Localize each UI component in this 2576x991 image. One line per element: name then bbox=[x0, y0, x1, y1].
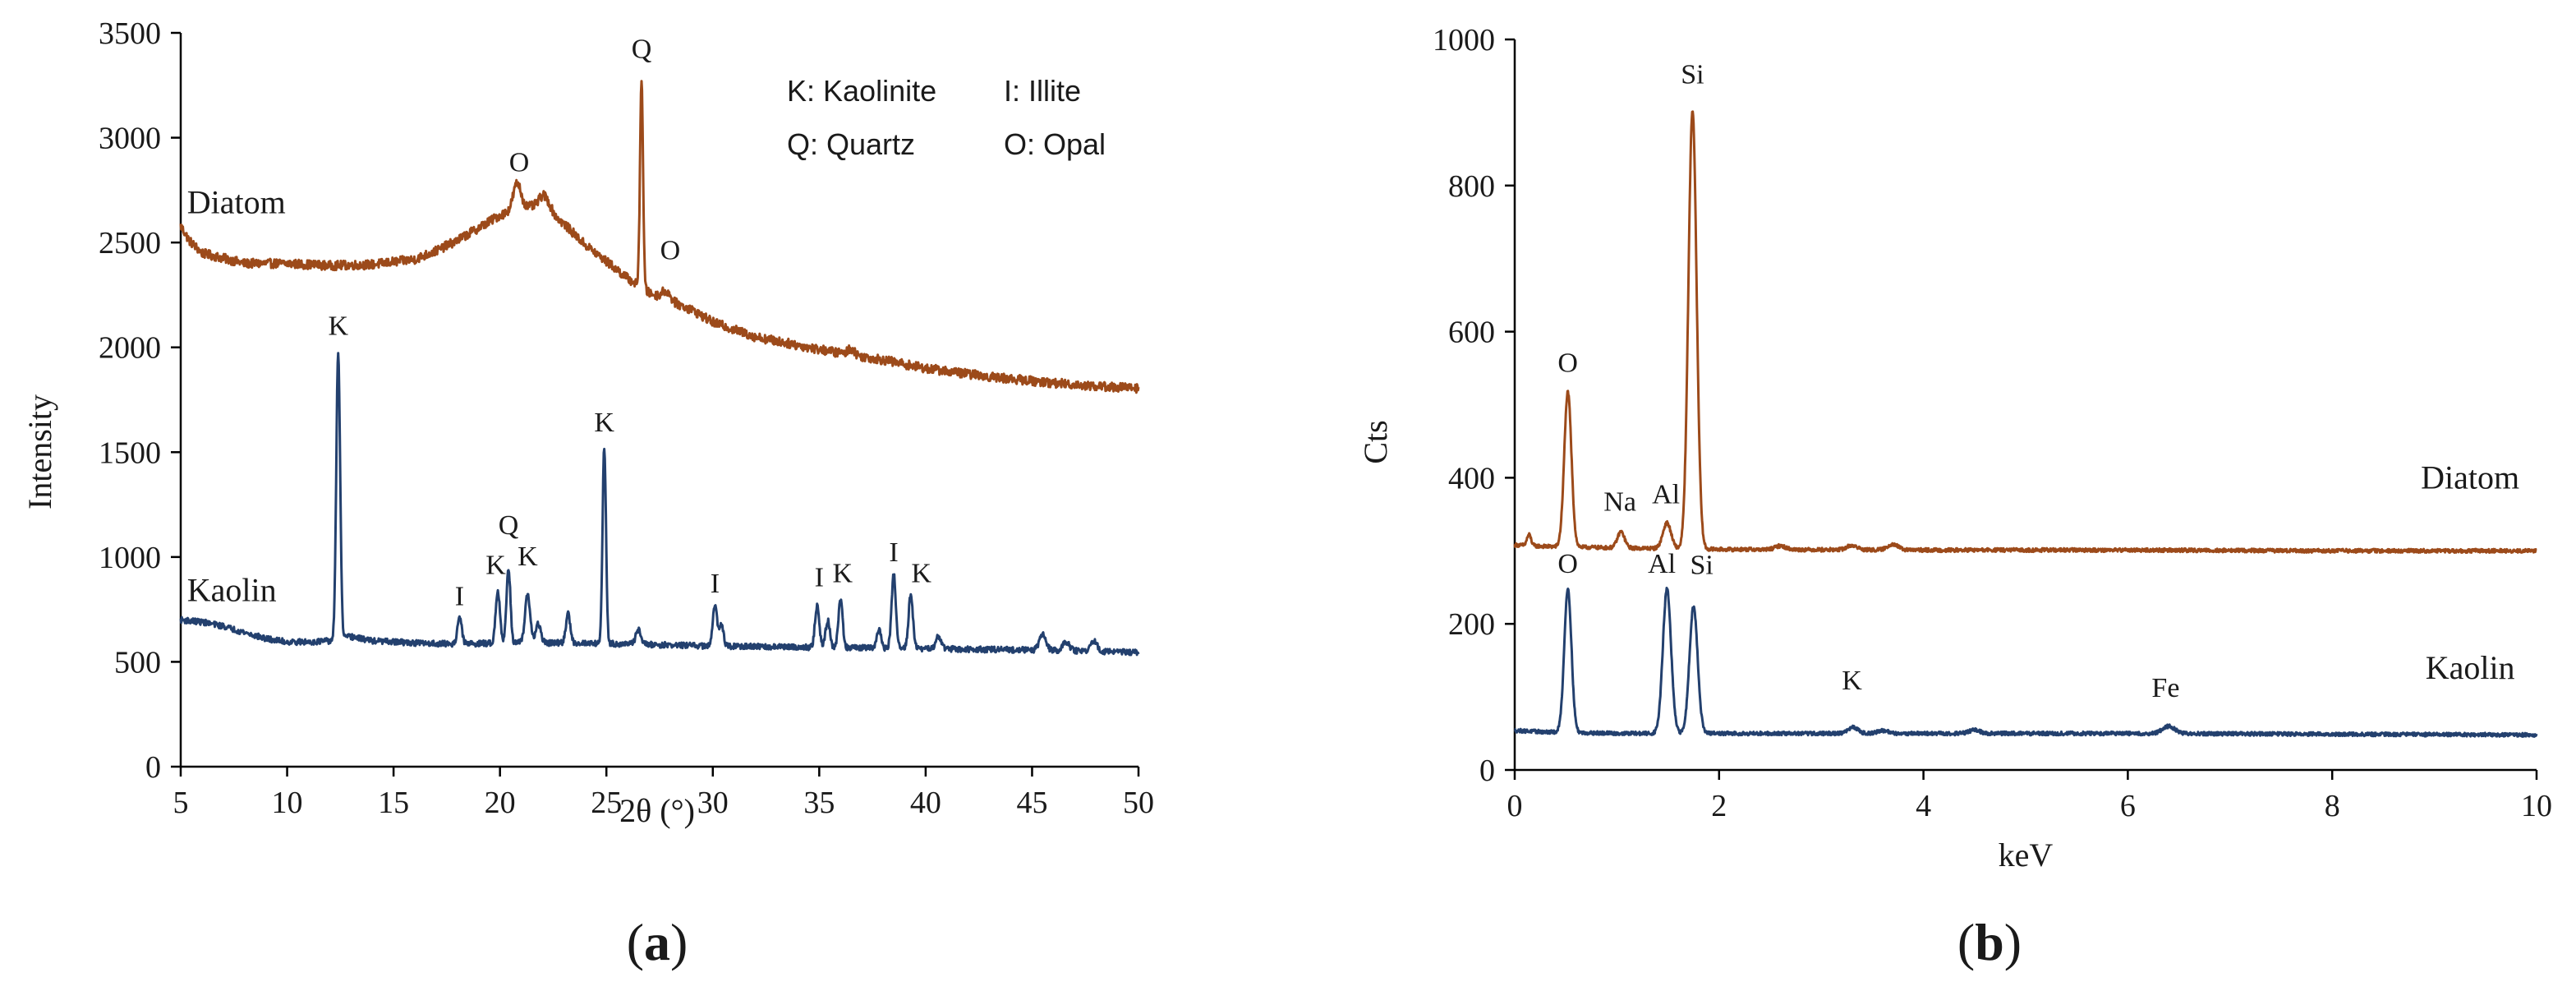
xrd-peak-label: Q bbox=[632, 35, 652, 65]
eds-x-axis-label: keV bbox=[1999, 837, 2054, 873]
legend-opal: O: Opal bbox=[1004, 127, 1106, 161]
xrd-legend: K: Kaolinite I: Illite Q: Quartz O: Opal bbox=[787, 74, 1106, 161]
eds-peak-label: Na bbox=[1603, 486, 1636, 517]
eds-y-tick-label: 0 bbox=[1479, 754, 1495, 788]
xrd-chart: 0 500 1000 1500 2000 2500 3000 3500 5 10 15 20 25 30 3… bbox=[21, 16, 1154, 971]
eds-peak-label: Al bbox=[1652, 480, 1680, 510]
xrd-y-tick-label: 2500 bbox=[99, 226, 161, 260]
xrd-x-tick-label: 5 bbox=[173, 786, 189, 820]
xrd-y-tick-label: 1500 bbox=[99, 436, 161, 470]
xrd-peak-label: I bbox=[815, 563, 824, 593]
xrd-x-tick-label: 35 bbox=[803, 786, 835, 820]
xrd-x-tick-label: 20 bbox=[485, 786, 516, 820]
xrd-peak-label: O bbox=[660, 236, 681, 266]
eds-y-tick-label: 600 bbox=[1448, 316, 1495, 350]
xrd-y-tick-label: 3500 bbox=[99, 16, 161, 51]
xrd-kaolin-trace bbox=[179, 352, 1140, 657]
eds-axes: 0 200 400 600 800 1000 0 2 4 6 8 10 bbox=[1433, 23, 2552, 823]
xrd-y-tick-label: 3000 bbox=[99, 122, 161, 156]
xrd-y-tick-label: 0 bbox=[145, 750, 161, 785]
panel-a-letter: a bbox=[644, 913, 670, 971]
xrd-y-tick-label: 1000 bbox=[99, 541, 161, 575]
xrd-peak-label: K bbox=[594, 408, 614, 438]
xrd-y-tick-label: 2000 bbox=[99, 331, 161, 366]
xrd-x-tick-label: 45 bbox=[1016, 786, 1047, 820]
svg-text:(b): (b) bbox=[1957, 913, 2022, 971]
xrd-peak-label: I bbox=[455, 582, 464, 612]
eds-series-name-diatom: Diatom bbox=[2421, 459, 2519, 496]
xrd-peak-label: K bbox=[833, 558, 853, 588]
eds-series bbox=[1513, 110, 2538, 738]
svg-text:(a): (a) bbox=[627, 913, 688, 971]
eds-x-tick-label: 0 bbox=[1507, 789, 1523, 823]
xrd-x-tick-label: 25 bbox=[591, 786, 622, 820]
xrd-x-axis-label: 2θ (°) bbox=[619, 792, 695, 829]
xrd-x-tick-label: 50 bbox=[1123, 786, 1154, 820]
xrd-peak-label: I bbox=[889, 537, 898, 568]
xrd-series-name-kaolin: Kaolin bbox=[187, 571, 277, 608]
xrd-x-tick-label: 10 bbox=[272, 786, 303, 820]
eds-peak-label: O bbox=[1557, 549, 1578, 579]
eds-peak-label: K bbox=[1842, 666, 1862, 696]
eds-y-tick-label: 1000 bbox=[1433, 23, 1495, 58]
xrd-axes: 0 500 1000 1500 2000 2500 3000 3500 5 10 15 20 25 30 3… bbox=[99, 16, 1154, 820]
eds-y-axis-label: Cts bbox=[1357, 420, 1394, 463]
xrd-x-tick-label: 40 bbox=[910, 786, 941, 820]
eds-x-tick-label: 10 bbox=[2521, 789, 2552, 823]
panel-a-label: (a) bbox=[627, 913, 688, 971]
eds-x-tick-label: 2 bbox=[1711, 789, 1727, 823]
eds-peak-label: O bbox=[1557, 348, 1578, 378]
xrd-y-tick-label: 500 bbox=[114, 645, 161, 680]
legend-illite: I: Illite bbox=[1004, 74, 1081, 108]
eds-y-tick-label: 200 bbox=[1448, 607, 1495, 642]
eds-peak-label: Si bbox=[1690, 551, 1713, 581]
xrd-y-axis-label: Intensity bbox=[21, 394, 58, 509]
eds-peak-label: Si bbox=[1681, 59, 1704, 90]
xrd-series-name-diatom: Diatom bbox=[187, 183, 286, 220]
xrd-peak-label: O bbox=[509, 147, 530, 177]
xrd-peak-label: K bbox=[485, 550, 506, 580]
eds-peak-label: Fe bbox=[2151, 673, 2179, 703]
eds-series-name-kaolin: Kaolin bbox=[2426, 649, 2515, 686]
eds-chart: 0 200 400 600 800 1000 0 2 4 6 8 10 Si O Na Al Diatom O A… bbox=[1357, 23, 2552, 971]
eds-kaolin-trace bbox=[1514, 587, 2538, 738]
xrd-diatom-trace bbox=[179, 80, 1140, 394]
xrd-series bbox=[179, 80, 1140, 657]
eds-peak-labels: Si O Na Al Diatom O Al Si K Fe Kaolin bbox=[1557, 59, 2519, 703]
xrd-peak-label: Q bbox=[499, 510, 519, 541]
eds-peak-label: Al bbox=[1648, 549, 1676, 579]
panel-b-letter: b bbox=[1975, 913, 2004, 971]
legend-quartz: Q: Quartz bbox=[787, 127, 915, 161]
xrd-x-tick-label: 30 bbox=[697, 786, 729, 820]
xrd-peak-label: I bbox=[711, 569, 720, 599]
xrd-peak-label: K bbox=[518, 542, 538, 572]
eds-diatom-trace bbox=[1513, 110, 2537, 554]
eds-x-tick-label: 8 bbox=[2325, 789, 2340, 823]
eds-y-tick-label: 400 bbox=[1448, 461, 1495, 496]
eds-x-tick-label: 4 bbox=[1916, 789, 1931, 823]
eds-y-tick-label: 800 bbox=[1448, 169, 1495, 204]
xrd-x-tick-label: 15 bbox=[378, 786, 409, 820]
xrd-peak-label: K bbox=[911, 558, 932, 588]
eds-x-tick-label: 6 bbox=[2120, 789, 2136, 823]
panel-b-label: (b) bbox=[1957, 913, 2022, 971]
xrd-peak-label: K bbox=[328, 311, 348, 341]
legend-kaolinite: K: Kaolinite bbox=[787, 74, 936, 108]
